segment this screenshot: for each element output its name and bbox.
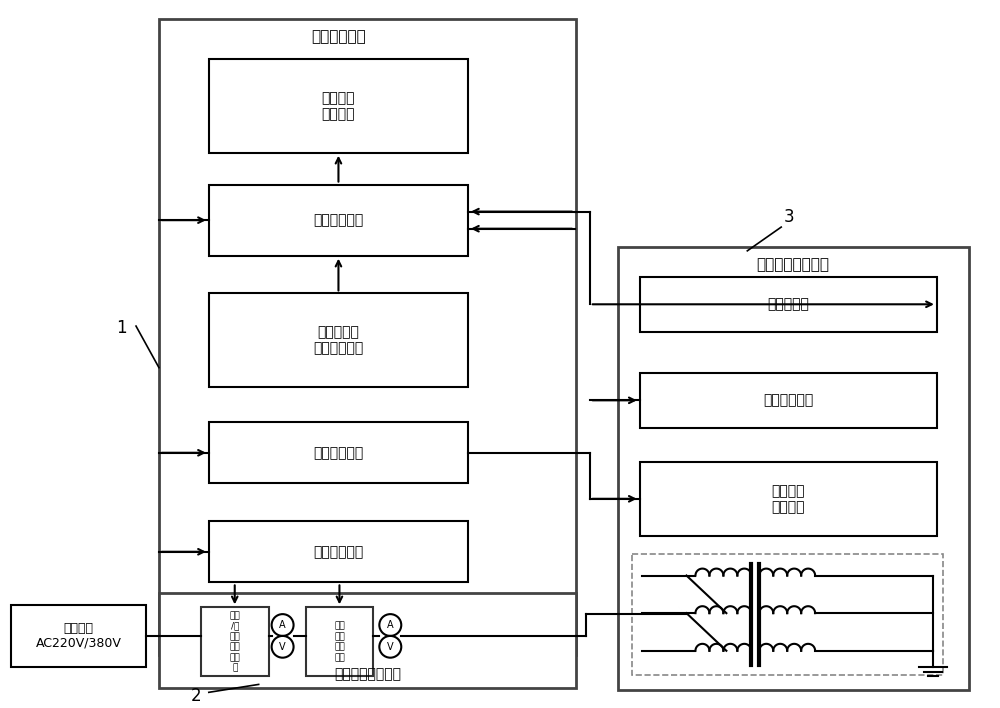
Text: 控制系统模块: 控制系统模块 bbox=[311, 30, 366, 45]
Bar bbox=[306, 607, 373, 676]
Text: A: A bbox=[279, 620, 286, 630]
Text: 数据分析
处理单元: 数据分析 处理单元 bbox=[322, 91, 355, 121]
Text: 真空罐单元: 真空罐单元 bbox=[767, 297, 809, 312]
Text: 三项
功率
输出
单元: 三项 功率 输出 单元 bbox=[334, 622, 345, 662]
Text: 3: 3 bbox=[784, 208, 795, 226]
Bar bbox=[632, 554, 943, 675]
Text: 气压控制
执行单元: 气压控制 执行单元 bbox=[771, 484, 805, 514]
Bar bbox=[209, 521, 468, 583]
Bar bbox=[11, 605, 146, 667]
Bar bbox=[209, 59, 468, 153]
Text: 供电电源
AC220V/380V: 供电电源 AC220V/380V bbox=[36, 622, 122, 650]
Text: V: V bbox=[387, 641, 394, 652]
Text: 参数采集单元: 参数采集单元 bbox=[313, 213, 364, 227]
Text: 变流功率开关模块: 变流功率开关模块 bbox=[334, 668, 401, 682]
Bar bbox=[201, 607, 269, 676]
Text: 气压控制单元: 气压控制单元 bbox=[313, 446, 364, 459]
Bar bbox=[209, 422, 468, 484]
Text: 气压变压处理模块: 气压变压处理模块 bbox=[757, 257, 830, 272]
Text: 三相
/单
项整
流功
率单
元: 三相 /单 项整 流功 率单 元 bbox=[229, 611, 240, 673]
Bar bbox=[640, 277, 937, 332]
Text: 2: 2 bbox=[191, 687, 201, 705]
Bar bbox=[618, 247, 969, 690]
Text: 1: 1 bbox=[116, 319, 126, 337]
Text: 变流控制单元: 变流控制单元 bbox=[313, 544, 364, 559]
Bar bbox=[159, 19, 576, 655]
Bar bbox=[640, 462, 937, 536]
Bar bbox=[640, 372, 937, 428]
Text: A: A bbox=[387, 620, 394, 630]
Text: 气压监测单元: 气压监测单元 bbox=[763, 394, 813, 407]
Bar bbox=[209, 293, 468, 387]
Text: 变压器绕组
温度测量单元: 变压器绕组 温度测量单元 bbox=[313, 326, 364, 355]
Text: V: V bbox=[279, 641, 286, 652]
Bar bbox=[159, 593, 576, 688]
Bar bbox=[209, 185, 468, 256]
